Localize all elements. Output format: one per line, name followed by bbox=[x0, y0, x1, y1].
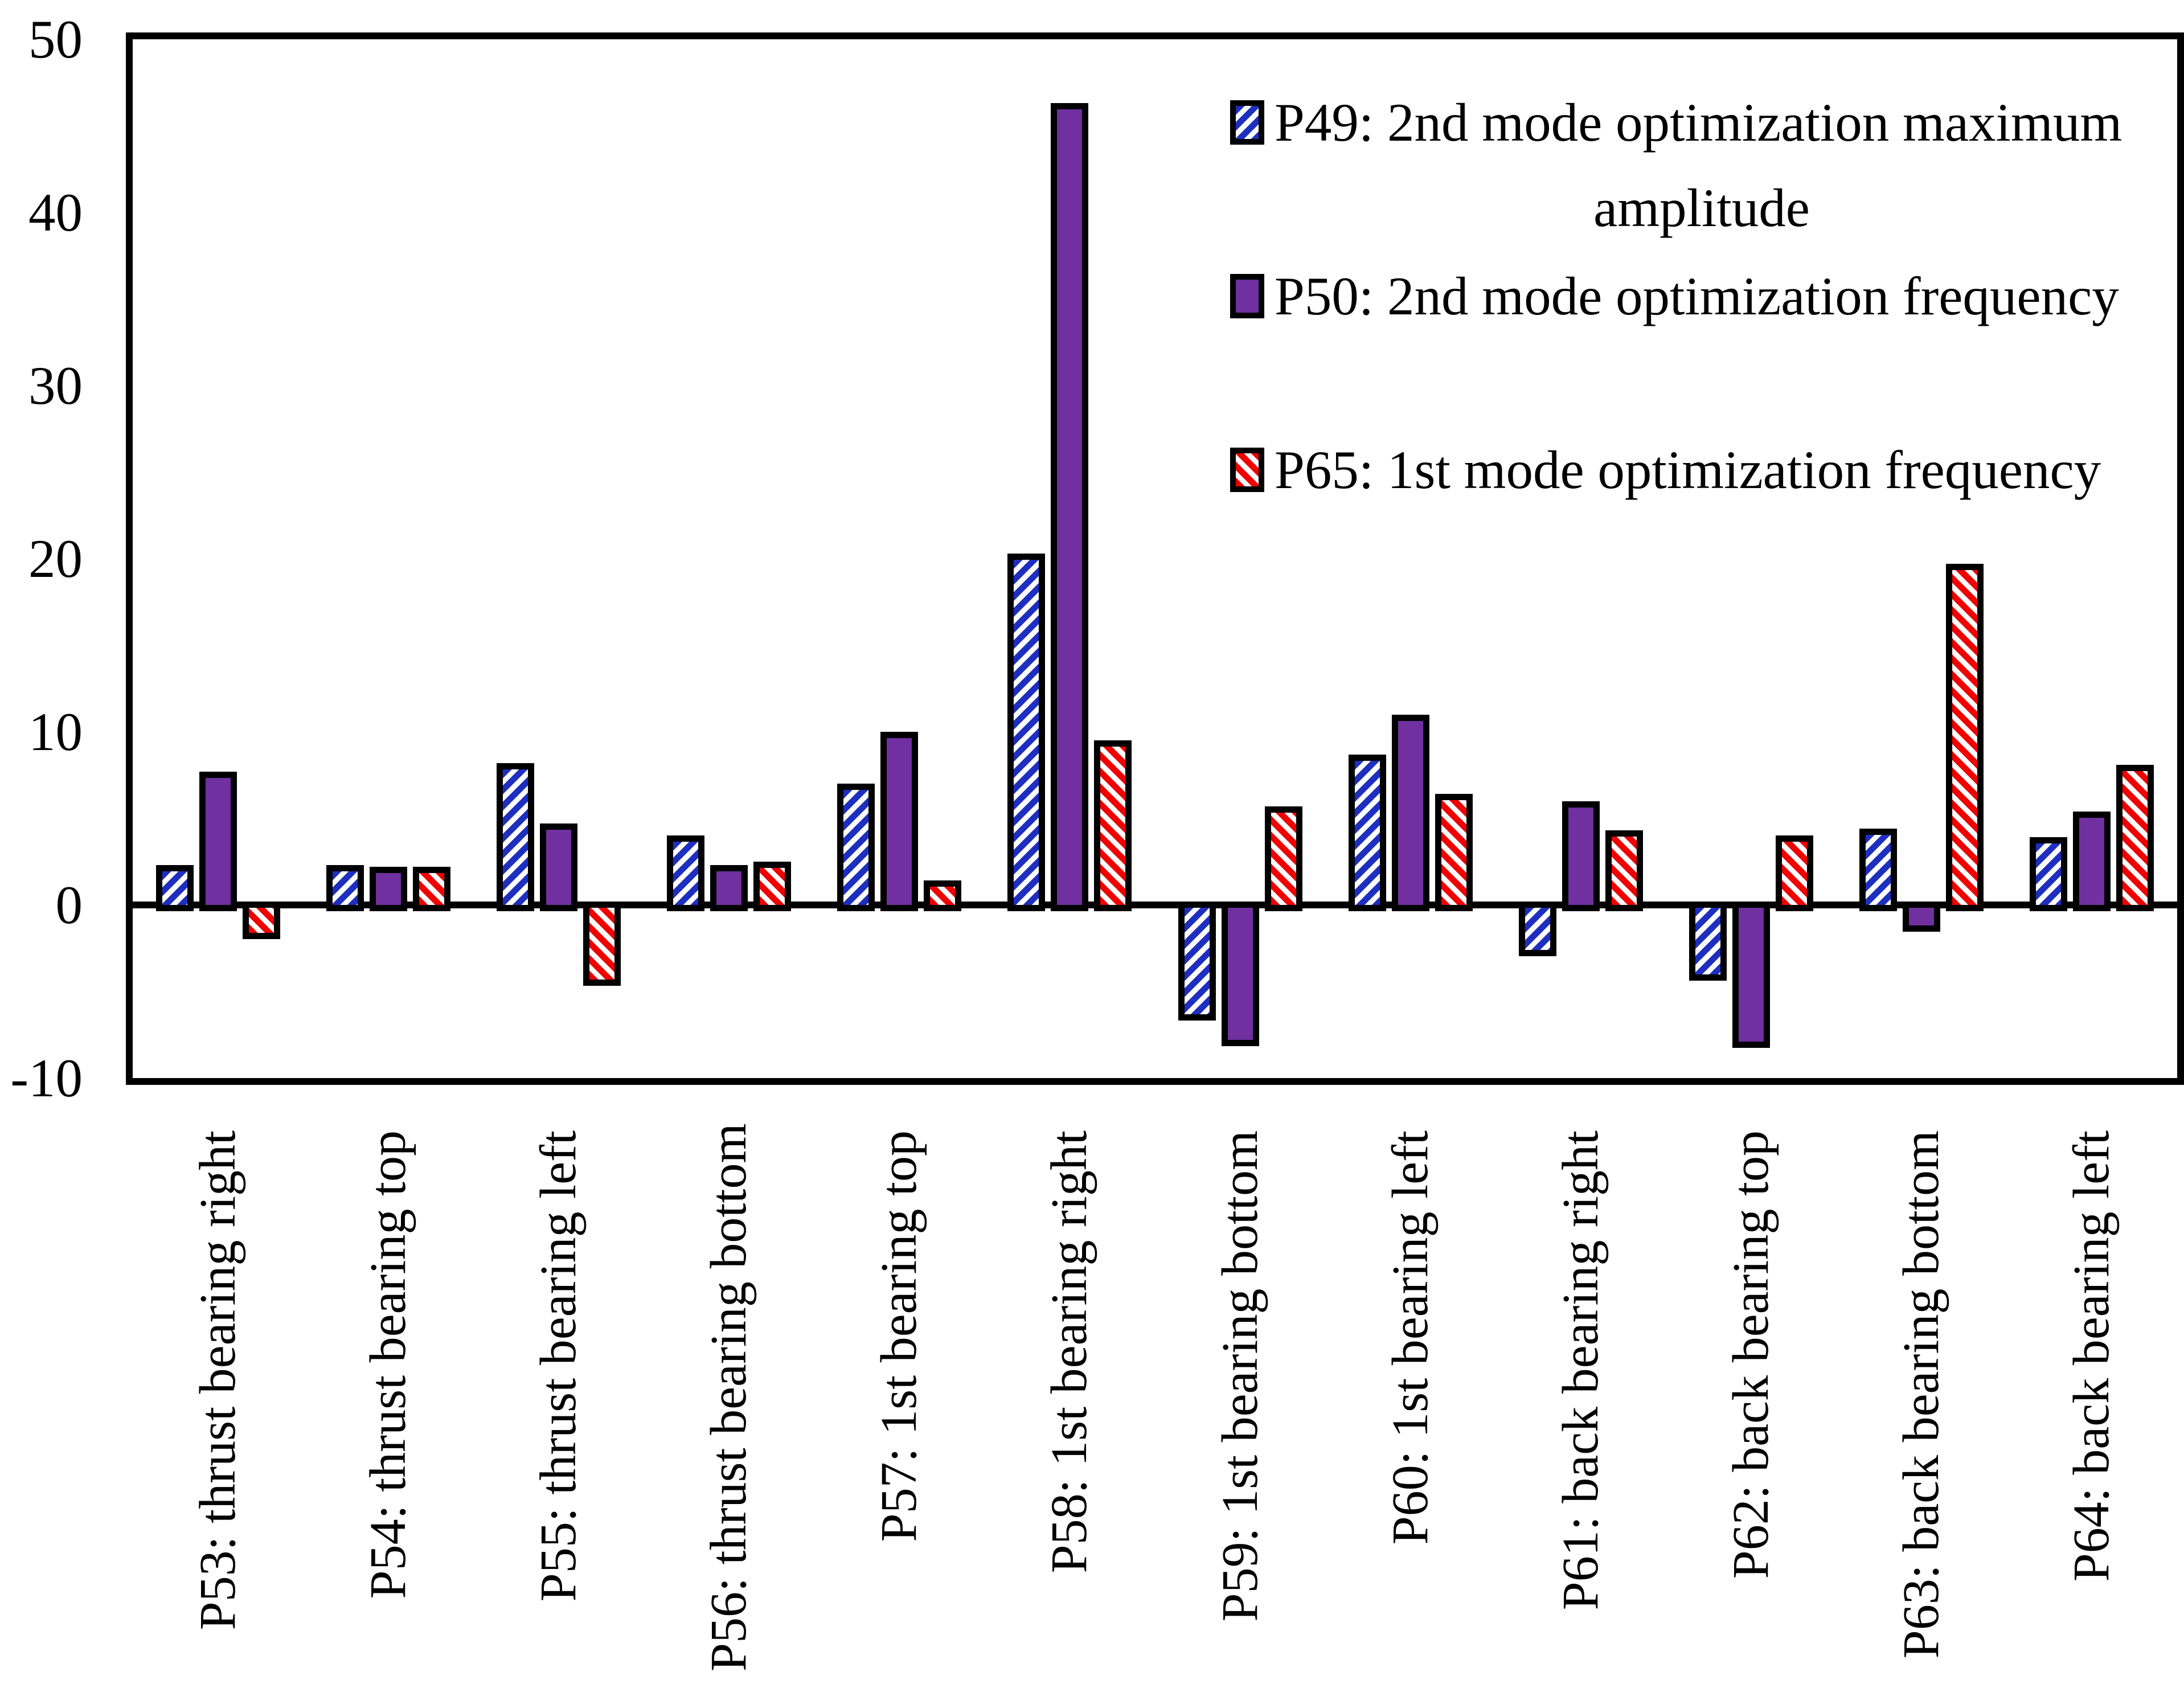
x-category-label: P61: back bearing right bbox=[1552, 1130, 1609, 1611]
x-category-label: P58: 1st bearing right bbox=[1041, 1130, 1098, 1574]
x-category-label: P57: 1st bearing top bbox=[871, 1130, 928, 1542]
legend-label-line: P49: 2nd mode optimization maximum bbox=[1275, 92, 2122, 153]
legend-label: P49: 2nd mode optimization maximum amplit… bbox=[1275, 80, 2129, 251]
bar-p49-group2 bbox=[326, 865, 364, 911]
y-tick-label: 0 bbox=[55, 875, 83, 935]
x-category-label: P60: 1st bearing left bbox=[1382, 1130, 1439, 1545]
bar-p49-group12 bbox=[2030, 837, 2068, 911]
x-category-label: P59: 1st bearing bottom bbox=[1211, 1130, 1268, 1622]
x-category-label: P54: thrust bearing top bbox=[359, 1130, 416, 1599]
y-tick-label: 50 bbox=[28, 9, 83, 69]
bar-p49-group4 bbox=[667, 835, 705, 911]
legend-label-line: P50: 2nd mode optimization frequency bbox=[1275, 266, 2119, 326]
zero-baseline bbox=[133, 902, 2177, 908]
bar-p50-group12 bbox=[2073, 811, 2111, 911]
bar-p49-group9 bbox=[1518, 902, 1556, 957]
bar-p50-group6 bbox=[1051, 103, 1089, 911]
bar-p65-group12 bbox=[2116, 764, 2154, 911]
bar-p65-group5 bbox=[924, 880, 962, 911]
bar-p50-group9 bbox=[1562, 801, 1600, 911]
bar-p50-group3 bbox=[539, 823, 577, 911]
legend-swatch-icon bbox=[1230, 274, 1264, 318]
bar-p65-group8 bbox=[1435, 794, 1473, 911]
bar-p49-group5 bbox=[837, 784, 875, 911]
y-tick-label: -10 bbox=[10, 1048, 83, 1108]
bar-p49-group6 bbox=[1007, 553, 1046, 911]
legend-entry-p49: P49: 2nd mode optimization maximum amplit… bbox=[1230, 80, 2129, 251]
y-tick-label: 10 bbox=[28, 702, 83, 762]
bar-p50-group7 bbox=[1221, 902, 1259, 1047]
bar-p50-group11 bbox=[1903, 902, 1941, 932]
legend-label-line: amplitude bbox=[1593, 178, 1810, 238]
bar-p65-group10 bbox=[1776, 835, 1814, 911]
bar-p65-group4 bbox=[753, 862, 792, 911]
x-category-label: P55: thrust bearing left bbox=[530, 1130, 587, 1602]
legend-swatch-icon bbox=[1230, 448, 1264, 492]
bar-p49-group11 bbox=[1859, 829, 1898, 911]
bar-p50-group10 bbox=[1732, 902, 1771, 1048]
legend-swatch-icon bbox=[1230, 100, 1264, 145]
plot-area bbox=[133, 39, 2177, 1078]
bar-p65-group6 bbox=[1094, 740, 1132, 911]
bar-p50-group8 bbox=[1391, 714, 1429, 911]
bar-p65-group3 bbox=[583, 902, 621, 986]
bar-p65-group2 bbox=[412, 867, 450, 911]
bar-p65-group9 bbox=[1605, 830, 1643, 911]
x-category-label: P53: thrust bearing right bbox=[189, 1130, 246, 1630]
legend-entry-p50: P50: 2nd mode optimization frequency bbox=[1230, 253, 2119, 339]
legend-label-line: P65: 1st mode optimization frequency bbox=[1275, 440, 2101, 500]
y-tick-label: 30 bbox=[28, 355, 83, 416]
x-category-label: P62: back bearing top bbox=[1723, 1130, 1780, 1579]
bar-p50-group2 bbox=[369, 867, 407, 911]
bar-p50-group5 bbox=[880, 732, 919, 911]
bar-p50-group4 bbox=[710, 865, 748, 911]
x-category-label: P63: back bearing bottom bbox=[1893, 1130, 1950, 1659]
bar-p49-group3 bbox=[496, 763, 534, 911]
bar-p49-group1 bbox=[155, 865, 194, 911]
legend-label: P50: 2nd mode optimization frequency bbox=[1275, 253, 2119, 339]
bar-p65-group11 bbox=[1946, 564, 1984, 911]
plot-border-frame bbox=[126, 32, 2184, 1085]
bar-p50-group1 bbox=[199, 771, 237, 911]
bar-p65-group1 bbox=[242, 902, 280, 939]
x-category-label: P56: thrust bearing bottom bbox=[700, 1123, 757, 1671]
y-tick-label: 20 bbox=[28, 528, 83, 589]
bar-p65-group7 bbox=[1264, 806, 1302, 911]
legend-label: P65: 1st mode optimization frequency bbox=[1275, 427, 2101, 513]
x-category-label: P64: back bearing left bbox=[2063, 1130, 2120, 1582]
legend-entry-p65: P65: 1st mode optimization frequency bbox=[1230, 427, 2101, 513]
bar-p49-group7 bbox=[1178, 902, 1216, 1021]
bar-p49-group8 bbox=[1348, 754, 1386, 911]
y-tick-label: 40 bbox=[28, 182, 83, 243]
bar-p49-group10 bbox=[1689, 902, 1727, 981]
